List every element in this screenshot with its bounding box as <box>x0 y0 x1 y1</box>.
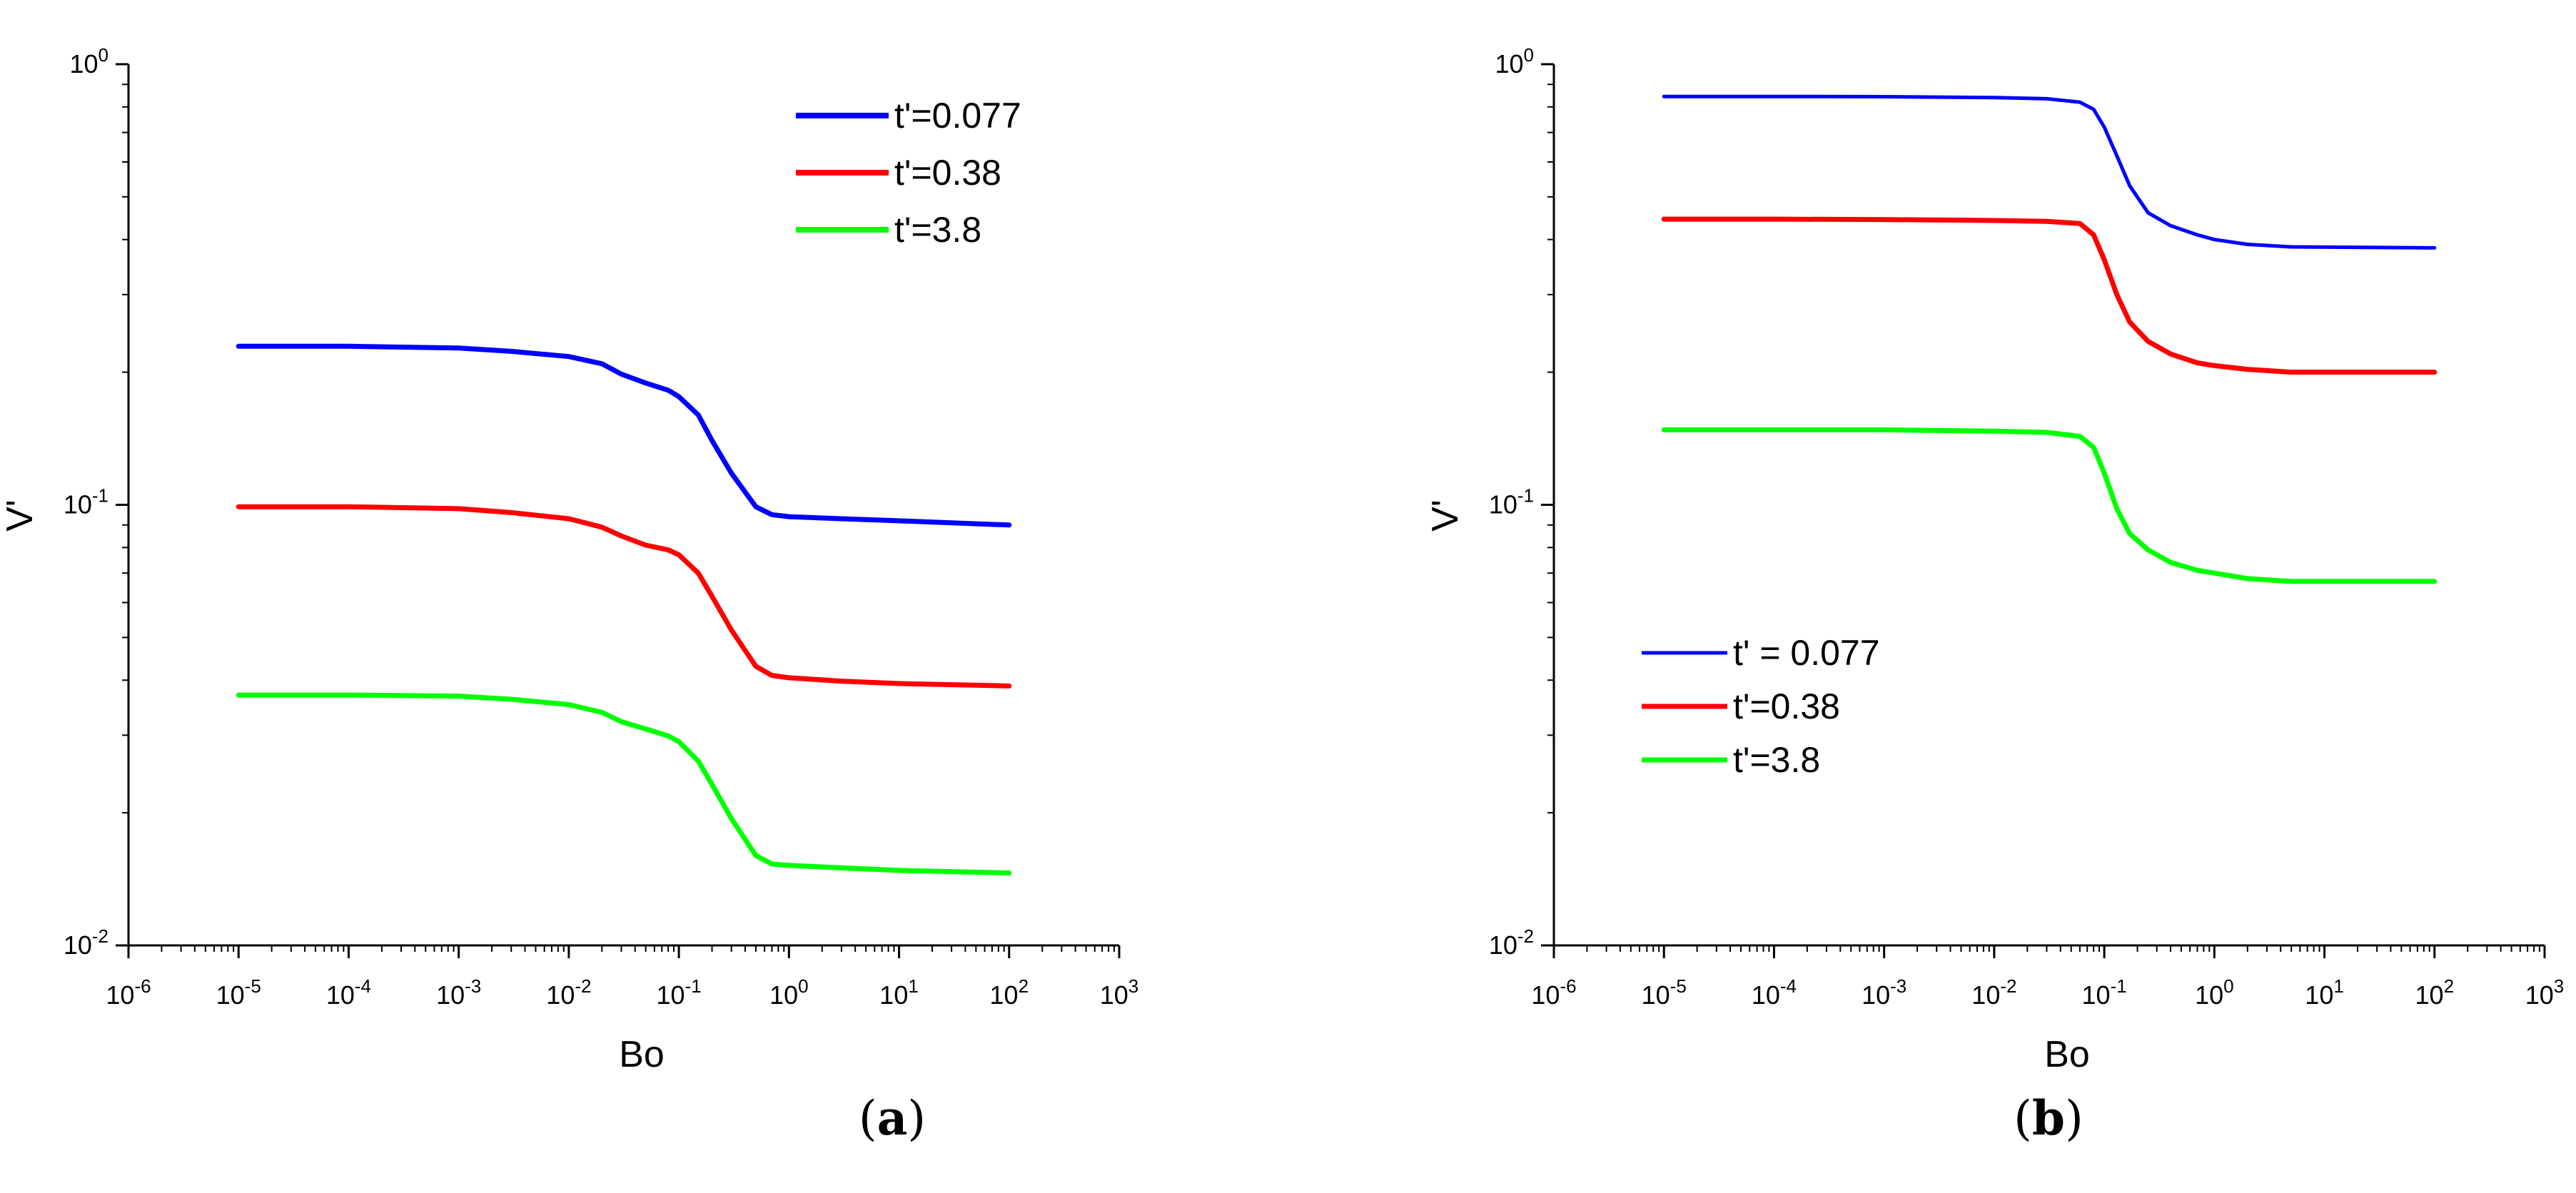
x-tick-label: 103 <box>2525 975 2565 1010</box>
x-tick-label: 10-1 <box>657 975 702 1010</box>
x-tick-label: 10-2 <box>1971 975 2016 1010</box>
legend-label: t'=3.8 <box>894 210 981 250</box>
series-line-1 <box>236 343 1012 528</box>
x-tick-label: 10-6 <box>1531 975 1576 1010</box>
legend-label: t'=0.077 <box>894 96 1021 136</box>
series-line-3 <box>236 692 1012 875</box>
y-tick-label: 100 <box>69 44 108 78</box>
x-tick-label: 100 <box>2195 975 2234 1010</box>
series-line-1 <box>1662 94 2437 250</box>
series-line-3 <box>1661 427 2438 584</box>
x-tick-label: 10-4 <box>326 975 371 1010</box>
series-line-2 <box>1661 216 2438 375</box>
chart-panel-b: 10-6 10-5 10-4 10-3 10-2 10-1 100 101 102 103 10-2… <box>1425 44 2564 1146</box>
legend-label: t'=3.8 <box>1733 740 1820 780</box>
panel-caption: (a) <box>859 1090 926 1146</box>
x-tick-label: 10-3 <box>1862 975 1906 1010</box>
x-tick-label: 101 <box>879 975 919 1010</box>
x-axis-label: Bo <box>619 1034 665 1075</box>
panel-caption: (b) <box>2014 1090 2083 1146</box>
x-tick-label: 10-4 <box>1752 975 1797 1010</box>
legend-label: t' = 0.077 <box>1733 633 1880 673</box>
x-tick-label: 10-5 <box>1642 975 1687 1010</box>
legend-label: t'=0.38 <box>894 153 1001 193</box>
x-tick-label: 10-1 <box>2082 975 2127 1010</box>
series-line-2 <box>236 504 1012 689</box>
legend: t'=0.077 t'=0.38 t'=3.8 <box>796 96 1021 250</box>
legend: t' = 0.077 t'=0.38 t'=3.8 <box>1642 633 1880 780</box>
y-axis-label: V' <box>1425 499 1466 532</box>
y-axis-label: V' <box>0 499 41 532</box>
y-tick-label: 10-2 <box>64 925 108 960</box>
x-tick-label: 10-3 <box>436 975 481 1010</box>
y-tick-label: 10-1 <box>1489 485 1534 519</box>
x-tick-label: 102 <box>990 975 1029 1010</box>
x-tick-label: 10-5 <box>216 975 261 1010</box>
x-tick-label: 102 <box>2415 975 2455 1010</box>
x-tick-label: 10-2 <box>546 975 591 1010</box>
y-tick-label: 100 <box>1495 44 1534 78</box>
y-tick-label: 10-2 <box>1489 925 1534 960</box>
legend-label: t'=0.38 <box>1733 686 1840 726</box>
x-axis-label: Bo <box>2044 1034 2090 1075</box>
x-tick-label: 10-6 <box>106 975 151 1010</box>
x-tick-label: 100 <box>769 975 809 1010</box>
x-tick-label: 103 <box>1100 975 1139 1010</box>
y-tick-label: 10-1 <box>64 485 108 519</box>
chart-panel-a: 10-6 10-5 10-4 10-3 10-2 10-1 100 101 102 103 10-2… <box>0 44 1138 1146</box>
x-tick-label: 101 <box>2305 975 2344 1010</box>
